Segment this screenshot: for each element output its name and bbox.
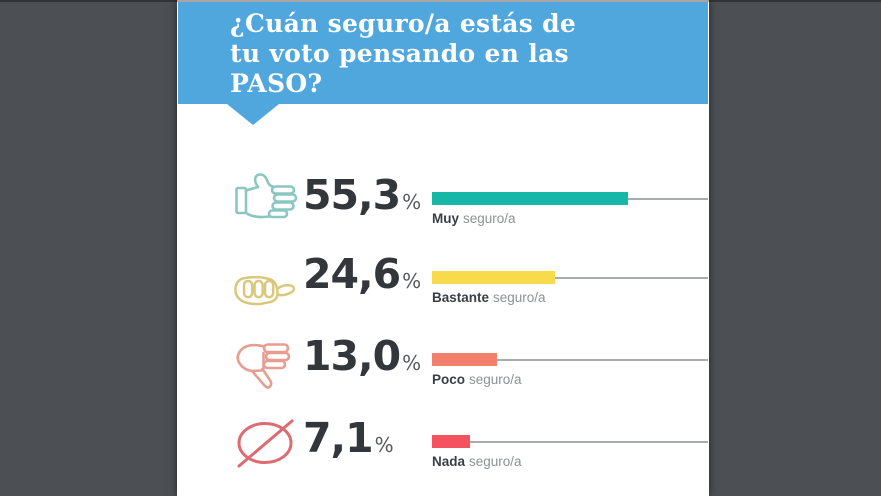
value-number: 24,6 xyxy=(303,250,401,298)
question-line: tu voto pensando en las xyxy=(230,39,569,68)
category-label-rest: seguro/a xyxy=(493,290,546,305)
speech-bubble-tail xyxy=(227,104,279,125)
chart-row-nada: 7,1% Nada seguro/a xyxy=(177,413,709,493)
category-label-rest: seguro/a xyxy=(463,211,516,226)
chart-row-bastante: 24,6% Bastante seguro/a xyxy=(177,249,709,329)
question-title: ¿Cuán seguro/a estás de tu voto pensando… xyxy=(230,9,700,99)
percent-value: 24,6% xyxy=(303,253,421,302)
category-label-bold: Bastante xyxy=(432,290,490,305)
category-label: Muy seguro/a xyxy=(432,211,516,226)
thumbs-down-icon xyxy=(231,339,301,393)
percent-value: 13,0% xyxy=(303,335,421,384)
category-label-bold: Poco xyxy=(432,372,466,387)
percent-sign: % xyxy=(402,190,422,214)
category-label: Nada seguro/a xyxy=(432,454,522,469)
thumbs-up-icon xyxy=(231,172,301,226)
chart-row-muy: 55,3% Muy seguro/a xyxy=(177,170,709,250)
bar-track xyxy=(432,441,708,443)
bar-track xyxy=(432,359,708,361)
question-line: PASO? xyxy=(230,69,323,98)
value-number: 7,1 xyxy=(303,414,374,462)
category-label-rest: seguro/a xyxy=(469,372,522,387)
percent-sign: % xyxy=(402,269,422,293)
bar-track xyxy=(432,277,708,279)
question-bubble: ¿Cuán seguro/a estás de tu voto pensando… xyxy=(178,2,708,104)
category-label: Bastante seguro/a xyxy=(432,290,546,305)
category-label-bold: Muy xyxy=(432,211,459,226)
percent-value: 55,3% xyxy=(303,174,421,223)
fist-thumb-side-icon xyxy=(231,263,301,317)
bar-poco xyxy=(432,353,497,366)
category-label: Poco seguro/a xyxy=(432,372,522,387)
percent-sign: % xyxy=(402,351,422,375)
value-number: 55,3 xyxy=(303,171,401,219)
question-line: ¿Cuán seguro/a estás de xyxy=(230,9,577,38)
percent-sign: % xyxy=(374,433,394,457)
value-number: 13,0 xyxy=(303,332,401,380)
infographic-page: ¿Cuán seguro/a estás de tu voto pensando… xyxy=(177,0,709,496)
category-label-bold: Nada xyxy=(432,454,466,469)
null-sign-icon xyxy=(231,417,301,471)
bar-bastante xyxy=(432,271,555,284)
bar-nada xyxy=(432,435,470,448)
category-label-rest: seguro/a xyxy=(469,454,522,469)
bar-muy xyxy=(432,192,628,205)
chart-row-poco: 13,0% Poco seguro/a xyxy=(177,331,709,411)
percent-value: 7,1% xyxy=(303,417,394,466)
